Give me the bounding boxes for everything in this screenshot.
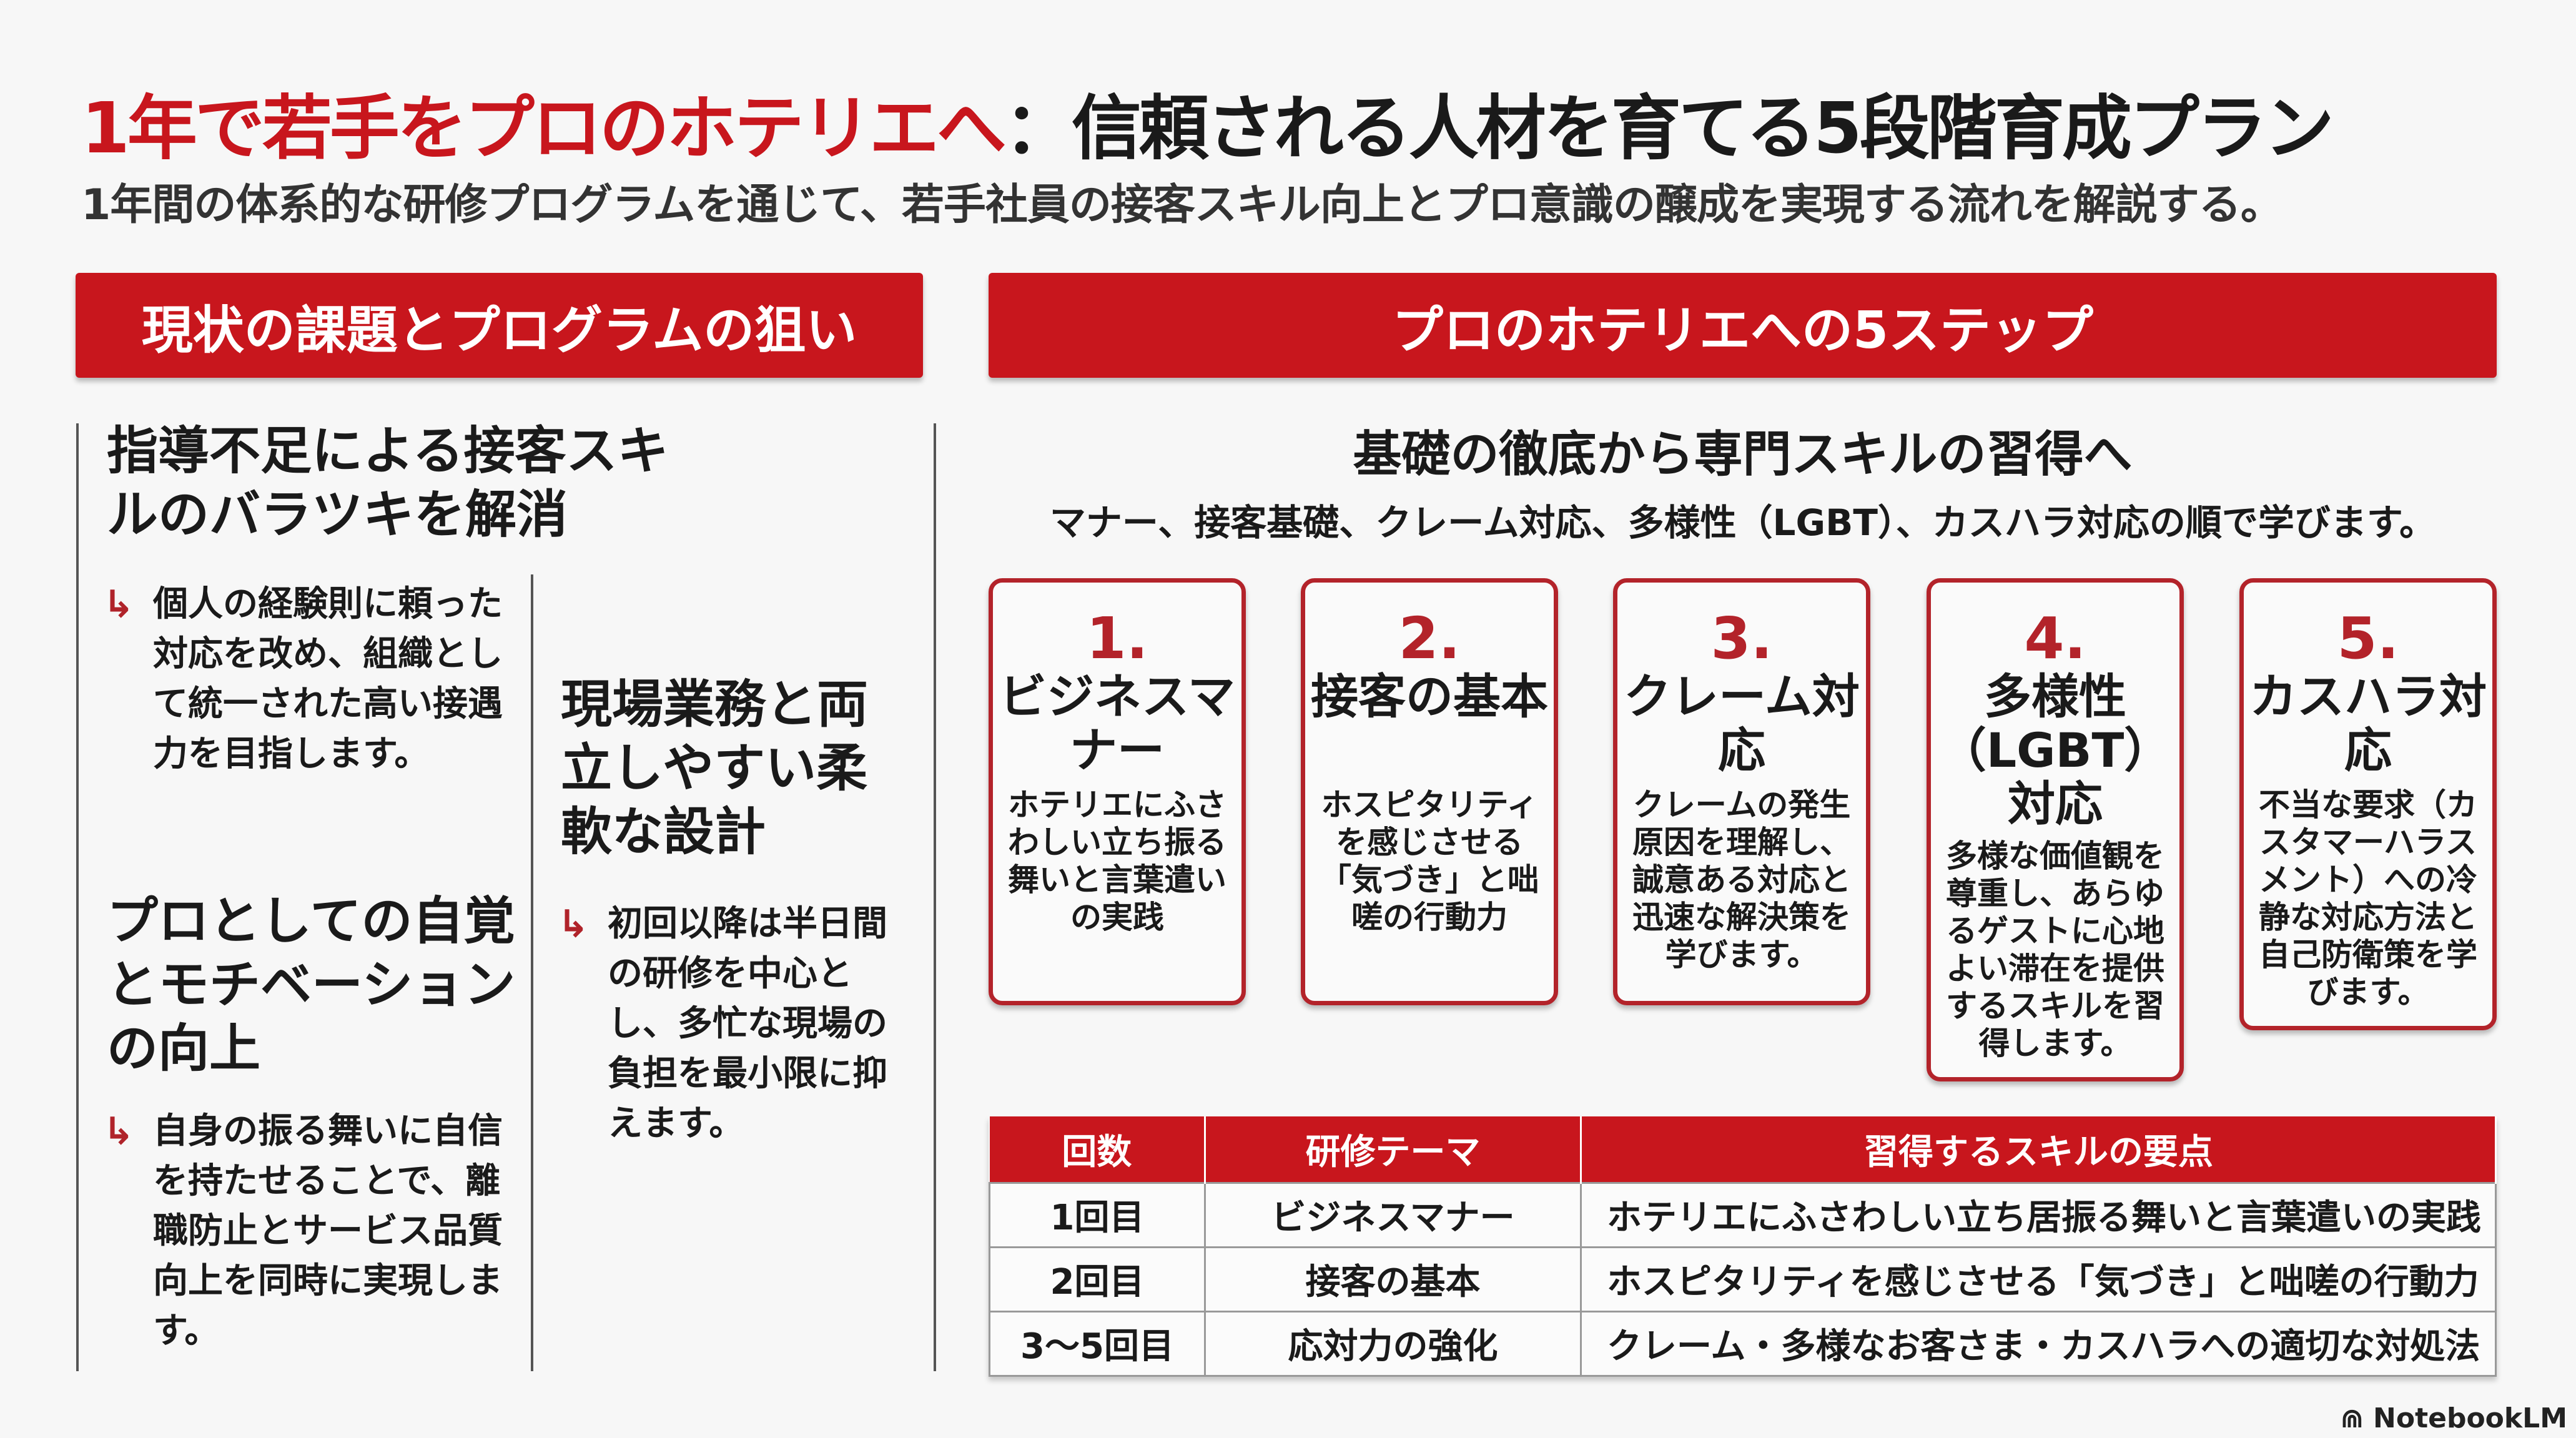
left-section-header: 現状の課題とプログラムの狙い — [76, 273, 923, 378]
step-card-3: 3. クレーム対応 クレームの発生原因を理解し、誠意ある対応と迅速な解決策を学びます… — [1613, 578, 1870, 1005]
right-section-header: プロのホテリエへの5ステップ — [989, 273, 2497, 378]
section-body: ↳ 初回以降は半日間の研修を中心とし、多忙な現場の負担を最小限に抑えます。 — [558, 899, 907, 1149]
curriculum-table: 回数 研修テーマ 習得するスキルの要点 1回目 ビジネスマナー ホテリエにふさわしい立ち… — [989, 1116, 2497, 1377]
section-heading: 現場業務と両立しやすい柔軟な設計 — [561, 675, 869, 862]
divider — [76, 423, 79, 1371]
return-arrow-icon: ↳ — [103, 583, 135, 626]
steps-heading: 基礎の徹底から専門スキルの習得へ — [1353, 426, 2133, 483]
divider — [934, 423, 936, 1371]
section-body: ↳ 個人の経験則に頼った対応を改め、組織として統一された高い接遇力を目指します。 — [103, 579, 503, 779]
page-subtitle: 1年間の体系的な研修プログラムを通じて、若手社員の接客スキル向上とプロ意識の醸成… — [81, 180, 2283, 230]
table-row: 3〜5回目 応対力の強化 クレーム・多様なお客さま・カスハラへの適切な対処法 — [989, 1310, 2497, 1377]
brand-watermark: ⋒ NotebookLM — [2340, 1402, 2567, 1434]
step-card-1: 1. ビジネスマナー ホテリエにふさわしい立ち振る舞いと言葉遣いの実践 — [989, 578, 1246, 1005]
step-card-2: 2. 接客の基本 ホスピタリティを感じさせる「気づき」と咄嗟の行動力 — [1301, 578, 1558, 1005]
return-arrow-icon: ↳ — [558, 902, 590, 946]
divider — [531, 574, 533, 1371]
notebooklm-logo-icon: ⋒ — [2340, 1402, 2374, 1434]
section-heading: 指導不足による接客スキルのバラツキを解消 — [107, 421, 669, 544]
table-header-row: 回数 研修テーマ 習得するスキルの要点 — [989, 1116, 2497, 1183]
return-arrow-icon: ↳ — [103, 1110, 135, 1153]
section-heading: プロとしての自覚とモチベーションの向上 — [107, 892, 516, 1078]
section-body: ↳ 自身の振る舞いに自信を持たせることで、離職防止とサービス品質向上を同時に実現し… — [103, 1106, 503, 1356]
steps-subheading: マナー、接客基礎、クレーム対応、多様性（LGBT）、カスハラ対応の順で学びます。 — [1049, 501, 2436, 544]
table-row: 2回目 接客の基本 ホスピタリティを感じさせる「気づき」と咄嗟の行動力 — [989, 1246, 2497, 1312]
step-card-5: 5. カスハラ対応 不当な要求（カスタマーハラスメント）への冷静な対応方法と自己防衛… — [2239, 578, 2497, 1030]
step-card-4: 4. 多様性（LGBT）対応 多様な価値観を尊重し、あらゆるゲストに心地よい滞在を提… — [1927, 578, 2184, 1081]
table-row: 1回目 ビジネスマナー ホテリエにふさわしい立ち居振る舞いと言葉遣いの実践 — [989, 1181, 2497, 1248]
page-title: 1年で若手をプロのホテリエへ：信頼される人材を育てる5段階育成プラン — [81, 88, 2334, 169]
